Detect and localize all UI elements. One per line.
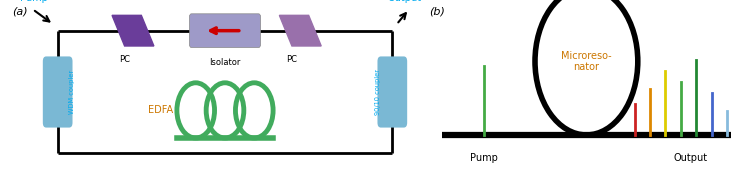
Text: (a): (a) bbox=[12, 6, 28, 16]
Text: Pump: Pump bbox=[470, 153, 498, 163]
Text: Output: Output bbox=[388, 0, 421, 3]
Text: WDM coupler: WDM coupler bbox=[69, 70, 75, 114]
Text: (b): (b) bbox=[429, 6, 445, 16]
Text: EDFA: EDFA bbox=[148, 105, 173, 115]
Text: Pump: Pump bbox=[20, 0, 48, 3]
Text: PC: PC bbox=[286, 55, 297, 64]
Text: Isolator: Isolator bbox=[209, 58, 241, 67]
Polygon shape bbox=[112, 15, 154, 46]
FancyBboxPatch shape bbox=[377, 56, 407, 128]
Text: Microreso-
nator: Microreso- nator bbox=[561, 51, 612, 72]
Text: PC: PC bbox=[119, 55, 130, 64]
FancyBboxPatch shape bbox=[43, 56, 72, 128]
Text: Output: Output bbox=[673, 153, 707, 163]
FancyBboxPatch shape bbox=[190, 14, 261, 47]
Polygon shape bbox=[279, 15, 321, 46]
Text: 90/10 coupler: 90/10 coupler bbox=[375, 69, 381, 115]
